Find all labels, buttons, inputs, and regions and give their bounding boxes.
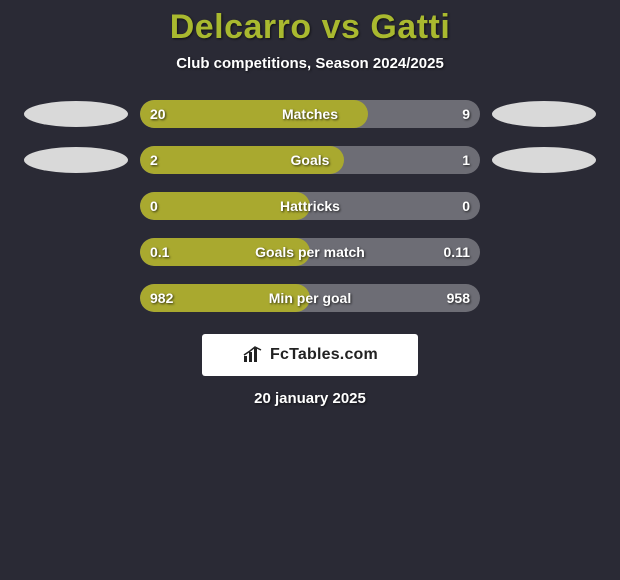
stat-value-left: 0	[150, 198, 158, 214]
stat-label: Goals	[291, 152, 330, 168]
stat-value-right: 9	[462, 106, 470, 122]
player-marker-left	[24, 147, 128, 173]
stat-value-right: 958	[447, 290, 470, 306]
stat-value-right: 1	[462, 152, 470, 168]
stat-row: 0 Hattricks 0	[0, 192, 620, 220]
stat-bar: 0 Hattricks 0	[140, 192, 480, 220]
stat-value-left: 982	[150, 290, 173, 306]
stat-row: 2 Goals 1	[0, 146, 620, 174]
stat-value-right: 0	[462, 198, 470, 214]
stat-label: Matches	[282, 106, 338, 122]
stat-bar: 982 Min per goal 958	[140, 284, 480, 312]
subtitle: Club competitions, Season 2024/2025	[176, 55, 444, 72]
player-marker-right	[492, 147, 596, 173]
stat-bar: 2 Goals 1	[140, 146, 480, 174]
stat-label: Goals per match	[255, 244, 365, 260]
stat-value-right: 0.11	[444, 244, 470, 260]
stat-bar: 20 Matches 9	[140, 100, 480, 128]
stat-value-left: 2	[150, 152, 158, 168]
brand-text: FcTables.com	[270, 346, 378, 364]
stat-row: 20 Matches 9	[0, 100, 620, 128]
page-title: Delcarro vs Gatti	[170, 8, 451, 47]
stat-value-left: 0.1	[150, 244, 169, 260]
player-marker-right	[492, 101, 596, 127]
stats-rows: 20 Matches 9 2 Goals 1 0 Hattricks 0	[0, 100, 620, 312]
stat-label: Min per goal	[269, 290, 351, 306]
stat-row: 0.1 Goals per match 0.11	[0, 238, 620, 266]
stat-row: 982 Min per goal 958	[0, 284, 620, 312]
brand-box[interactable]: FcTables.com	[202, 334, 418, 376]
date-line: 20 january 2025	[254, 390, 366, 407]
bar-chart-icon	[242, 346, 264, 364]
stat-value-left: 20	[150, 106, 166, 122]
stat-bar: 0.1 Goals per match 0.11	[140, 238, 480, 266]
stat-label: Hattricks	[280, 198, 340, 214]
player-marker-left	[24, 101, 128, 127]
